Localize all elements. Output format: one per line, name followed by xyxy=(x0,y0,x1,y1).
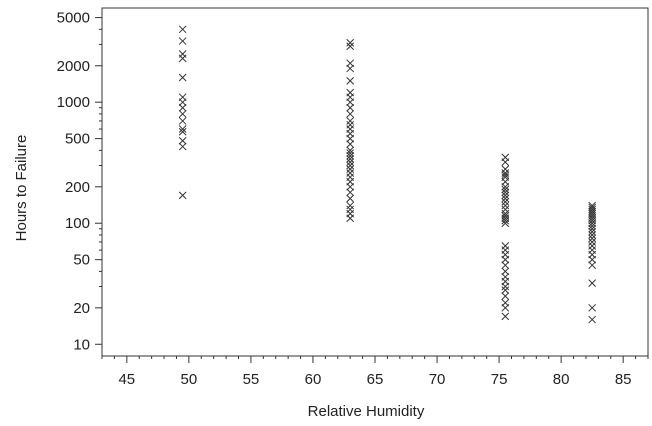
data-point xyxy=(588,303,597,312)
data-point xyxy=(588,242,597,250)
data-point xyxy=(501,201,510,210)
data-point xyxy=(501,212,510,220)
data-point xyxy=(178,25,187,34)
data-point xyxy=(501,153,510,162)
data-point xyxy=(346,120,355,129)
y-axis: 10 20 50 100 200 500 1000 2000 5000 xyxy=(57,10,102,353)
data-point xyxy=(178,103,187,112)
data-point xyxy=(346,205,355,214)
y-tick-label: 20 xyxy=(73,300,90,317)
x-tick-label: 45 xyxy=(118,371,135,388)
data-point xyxy=(501,286,510,294)
data-point xyxy=(346,38,355,47)
data-point xyxy=(588,231,597,239)
x-tick-label: 70 xyxy=(429,371,446,388)
data-points xyxy=(178,25,597,324)
y-tick-label: 100 xyxy=(65,215,90,232)
data-point xyxy=(501,198,510,206)
y-tick-label: 10 xyxy=(73,336,90,353)
data-point xyxy=(346,152,355,160)
data-point xyxy=(346,165,355,173)
data-point xyxy=(501,194,510,203)
x-tick-label: 50 xyxy=(181,371,198,388)
data-point xyxy=(346,158,355,166)
data-point xyxy=(501,191,510,200)
data-point xyxy=(346,149,355,157)
data-point xyxy=(178,127,187,136)
data-point xyxy=(501,267,510,276)
data-point xyxy=(346,161,355,170)
data-point xyxy=(588,279,597,287)
x-tick-label: 60 xyxy=(305,371,322,388)
y-axis-title: Hours to Failure xyxy=(13,135,30,242)
data-point xyxy=(346,155,355,163)
data-point xyxy=(346,103,355,112)
data-point xyxy=(178,110,187,118)
data-point xyxy=(501,171,510,179)
data-point xyxy=(346,77,355,85)
data-point xyxy=(588,238,597,246)
x-axis: 45 50 55 60 65 70 75 80 85 xyxy=(101,356,649,388)
data-point xyxy=(346,117,355,125)
data-point xyxy=(178,142,187,151)
data-point xyxy=(346,146,355,155)
y-tick-label: 1000 xyxy=(57,94,90,111)
data-point xyxy=(588,224,597,233)
data-point xyxy=(346,188,355,197)
data-point xyxy=(178,50,187,58)
data-point xyxy=(346,42,355,51)
y-tick-label: 200 xyxy=(65,179,90,196)
data-point xyxy=(178,125,187,133)
data-point xyxy=(588,234,597,243)
y-tick-label: 5000 xyxy=(57,10,90,27)
data-point xyxy=(501,298,510,307)
data-point xyxy=(588,261,597,270)
data-point xyxy=(588,203,597,212)
data-point xyxy=(346,110,355,118)
x-tick-label: 75 xyxy=(491,371,508,388)
data-point xyxy=(346,194,355,203)
data-point xyxy=(588,201,597,210)
data-point xyxy=(346,169,355,177)
data-point xyxy=(346,88,355,97)
data-point xyxy=(501,273,510,281)
data-point xyxy=(588,315,597,324)
x-tick-label: 55 xyxy=(243,371,260,388)
data-point xyxy=(501,185,510,194)
data-point xyxy=(501,242,510,250)
data-point xyxy=(178,191,187,200)
y-tick-label: 50 xyxy=(73,252,90,269)
data-point xyxy=(501,261,510,270)
data-point xyxy=(178,136,187,145)
data-point xyxy=(501,205,510,214)
data-point xyxy=(178,93,187,102)
data-point xyxy=(501,169,510,177)
y-tick-label: 500 xyxy=(65,131,90,148)
data-point xyxy=(346,59,355,68)
y-tick-label: 2000 xyxy=(57,58,90,75)
data-point xyxy=(588,205,597,214)
data-point xyxy=(588,227,597,236)
x-tick-label: 80 xyxy=(553,371,570,388)
x-tick-label: 65 xyxy=(367,371,384,388)
x-axis-title: Relative Humidity xyxy=(308,403,425,420)
data-point xyxy=(346,140,355,149)
data-point xyxy=(178,117,187,125)
data-point xyxy=(501,312,510,321)
data-point xyxy=(178,73,187,82)
data-point xyxy=(178,37,187,45)
data-point xyxy=(501,165,510,173)
data-point xyxy=(501,188,510,197)
data-point xyxy=(346,201,355,210)
x-tick-label: 85 xyxy=(615,371,632,388)
data-point xyxy=(501,292,510,300)
